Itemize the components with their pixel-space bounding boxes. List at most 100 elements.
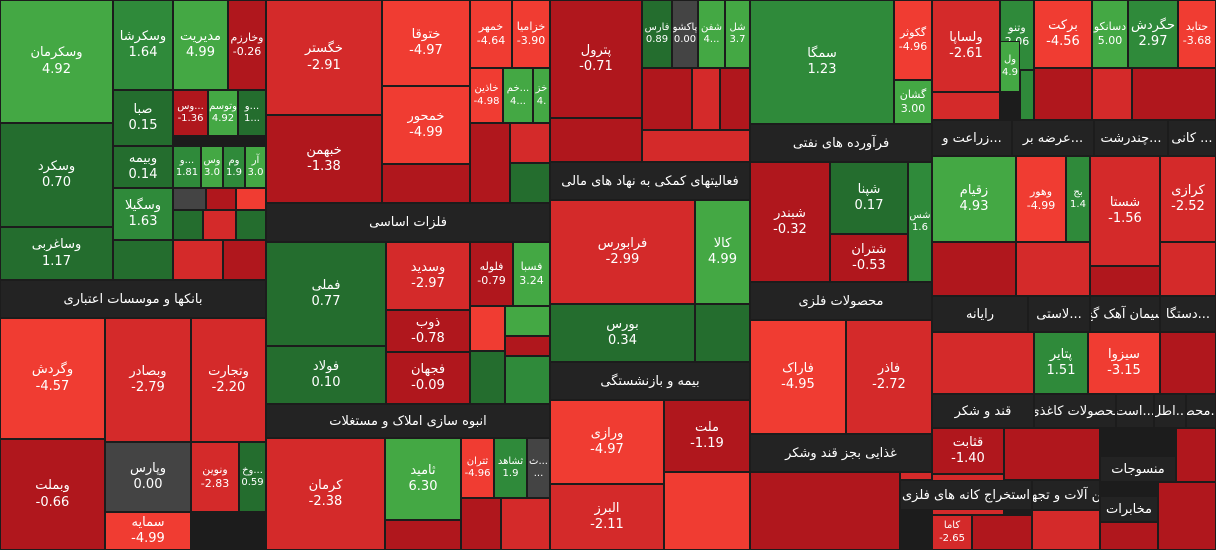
stock-tile[interactable]: وسکرد 0.70: [0, 123, 113, 227]
minor-tile[interactable]: [385, 520, 461, 550]
minor-tile[interactable]: [1158, 482, 1216, 550]
minor-tile[interactable]: [236, 188, 266, 210]
stock-tile[interactable]: خم... 4...: [503, 68, 533, 123]
stock-tile[interactable]: فاذر -2.72: [846, 320, 932, 434]
minor-tile[interactable]: [692, 68, 720, 130]
stock-tile[interactable]: فرابورس -2.99: [550, 200, 695, 304]
stock-tile[interactable]: دسانکو 5.00: [1092, 0, 1128, 68]
stock-tile[interactable]: ونوین -2.83: [191, 442, 239, 512]
minor-tile[interactable]: [470, 306, 505, 351]
minor-tile[interactable]: [900, 472, 932, 480]
stock-tile[interactable]: وسگیلا 1.63: [113, 188, 173, 240]
minor-tile[interactable]: [1032, 510, 1100, 550]
stock-tile[interactable]: سمگا 1.23: [750, 0, 894, 124]
stock-tile[interactable]: وبیمه 0.14: [113, 146, 173, 188]
minor-tile[interactable]: [1100, 522, 1158, 550]
stock-tile[interactable]: شل 3.7: [725, 0, 750, 68]
stock-tile[interactable]: پاکشو 0.00: [672, 0, 698, 68]
stock-tile[interactable]: و... 1...: [238, 90, 266, 136]
stock-tile[interactable]: شفن 4...: [698, 0, 725, 68]
minor-tile[interactable]: [1160, 332, 1216, 394]
minor-tile[interactable]: [1004, 428, 1100, 480]
stock-tile[interactable]: مدیریت 4.99: [173, 0, 228, 90]
minor-tile[interactable]: [642, 68, 692, 130]
stock-tile[interactable]: البرز -2.11: [550, 484, 664, 550]
stock-tile[interactable]: ورازی -4.97: [550, 400, 664, 484]
stock-tile[interactable]: وتوسم 4.92: [208, 90, 238, 136]
minor-tile[interactable]: [505, 306, 550, 336]
stock-tile[interactable]: حتاید -3.68: [1178, 0, 1216, 68]
minor-tile[interactable]: [932, 332, 1034, 394]
stock-tile[interactable]: کرازی -2.52: [1160, 156, 1216, 242]
stock-tile[interactable]: فجهان -0.09: [386, 352, 470, 404]
stock-tile[interactable]: حگردش 2.97: [1128, 0, 1178, 68]
minor-tile[interactable]: [1034, 68, 1092, 120]
stock-tile[interactable]: ذوب -0.78: [386, 310, 470, 352]
stock-tile[interactable]: سیزوا -3.15: [1088, 332, 1160, 394]
stock-tile[interactable]: فملی 0.77: [266, 242, 386, 346]
minor-tile[interactable]: [1132, 68, 1216, 120]
stock-tile[interactable]: صبا 0.15: [113, 90, 173, 146]
stock-tile[interactable]: گکوثر -4.96: [894, 0, 932, 80]
stock-tile[interactable]: کالا 4.99: [695, 200, 750, 304]
minor-tile[interactable]: [1092, 68, 1132, 120]
minor-tile[interactable]: [505, 356, 550, 404]
stock-tile[interactable]: کاما -2.65: [932, 515, 972, 550]
stock-tile[interactable]: ول 4.9: [1000, 41, 1020, 92]
minor-tile[interactable]: [173, 210, 203, 240]
stock-tile[interactable]: ولساپا -2.61: [932, 0, 1000, 92]
stock-tile[interactable]: شتران -0.53: [830, 234, 908, 282]
stock-tile[interactable]: شبندر -0.32: [750, 162, 830, 282]
minor-tile[interactable]: [1160, 242, 1216, 296]
stock-tile[interactable]: فسبا 3.24: [513, 242, 550, 306]
stock-tile[interactable]: وسدید -2.97: [386, 242, 470, 310]
minor-tile[interactable]: [642, 130, 750, 162]
stock-tile[interactable]: شستا -1.56: [1090, 156, 1160, 266]
minor-tile[interactable]: [720, 68, 750, 130]
minor-tile[interactable]: [505, 336, 550, 356]
stock-tile[interactable]: وپارس 0.00: [105, 442, 191, 512]
minor-tile[interactable]: [510, 163, 550, 203]
stock-tile[interactable]: وسکرمان 4.92: [0, 0, 113, 123]
stock-tile[interactable]: خمحور -4.99: [382, 86, 470, 164]
minor-tile[interactable]: [382, 164, 470, 203]
minor-tile[interactable]: [501, 498, 550, 550]
stock-tile[interactable]: وتجارت -2.20: [191, 318, 266, 442]
minor-tile[interactable]: [206, 188, 236, 210]
stock-tile[interactable]: ثامید 6.30: [385, 438, 461, 520]
minor-tile[interactable]: [750, 472, 900, 550]
stock-tile[interactable]: وگردش -4.57: [0, 318, 105, 439]
stock-tile[interactable]: وخارزم -0.26: [228, 0, 266, 90]
stock-tile[interactable]: وم 1.9: [223, 146, 245, 188]
stock-tile[interactable]: خمهر -4.64: [470, 0, 512, 68]
stock-tile[interactable]: پترول -0.71: [550, 0, 642, 118]
minor-tile[interactable]: [664, 472, 750, 550]
stock-tile[interactable]: فلوله -0.79: [470, 242, 513, 306]
minor-tile[interactable]: [550, 118, 642, 162]
stock-tile[interactable]: زقیام 4.93: [932, 156, 1016, 242]
stock-tile[interactable]: وساغربی 1.17: [0, 227, 113, 280]
stock-tile[interactable]: آر 3.0: [245, 146, 266, 188]
minor-tile[interactable]: [1090, 266, 1160, 296]
minor-tile[interactable]: [203, 210, 236, 240]
stock-tile[interactable]: بورس 0.34: [550, 304, 695, 362]
minor-tile[interactable]: [1176, 428, 1216, 482]
minor-tile[interactable]: [223, 240, 266, 280]
stock-tile[interactable]: و... 1.81: [173, 146, 201, 188]
minor-tile[interactable]: [972, 515, 1032, 550]
stock-tile[interactable]: وسکرشا 1.64: [113, 0, 173, 90]
minor-tile[interactable]: [932, 92, 1000, 120]
minor-tile[interactable]: [173, 188, 206, 210]
stock-tile[interactable]: خزامیا -3.90: [512, 0, 550, 68]
stock-tile[interactable]: شس 1.6: [908, 162, 932, 282]
stock-tile[interactable]: فارس 0.89: [642, 0, 672, 68]
stock-tile[interactable]: برکت -4.56: [1034, 0, 1092, 68]
stock-tile[interactable]: وبملت -0.66: [0, 439, 105, 550]
stock-tile[interactable]: خگستر -2.91: [266, 0, 382, 115]
stock-tile[interactable]: وخ... 0.59: [239, 442, 266, 512]
stock-tile[interactable]: خاذین -4.98: [470, 68, 503, 123]
stock-tile[interactable]: ثتران -4.96: [461, 438, 494, 498]
stock-tile[interactable]: قثابت -1.40: [932, 428, 1004, 474]
stock-tile[interactable]: پتایر 1.51: [1034, 332, 1088, 394]
stock-tile[interactable]: بج 1.4: [1066, 156, 1090, 242]
